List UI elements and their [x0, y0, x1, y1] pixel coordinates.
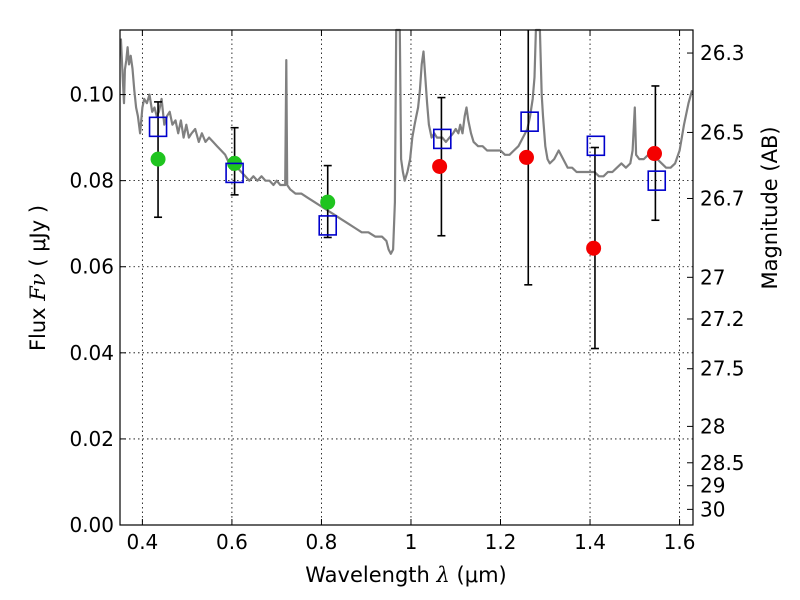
y2-tick-label: 28.5 [700, 451, 745, 475]
y-axis-label: Flux Fν ( μJy ) [26, 205, 50, 351]
data-point-square [520, 111, 539, 132]
data-point-square [647, 170, 667, 191]
y2-tick-label: 26.3 [700, 41, 745, 65]
y-tick-label: 0.04 [69, 341, 114, 365]
data-point-circle [432, 158, 448, 174]
data-point-circle [518, 149, 534, 165]
y-tick-label: 0.00 [69, 513, 114, 537]
x-tick-label: 0.6 [216, 530, 248, 554]
data-point-square [318, 215, 338, 236]
x-tick-label: 1.6 [664, 530, 696, 554]
data-point-square [586, 135, 606, 157]
x-axis-label-prefix: Wavelength [305, 563, 430, 587]
y-axis-label-symbol: Fν [26, 273, 50, 302]
x-tick-label: 1.4 [574, 530, 606, 554]
y-tick-label: 0.02 [69, 427, 114, 451]
model-spectrum-line [119, 28, 694, 255]
y-axis-label-prefix: Flux [26, 307, 50, 351]
y-tick-label: 0.08 [69, 169, 114, 193]
axis-ticks [120, 30, 693, 526]
x-axis-label: Wavelength λ (μm) [305, 563, 506, 587]
x-axis-label-unit: (μm) [457, 563, 507, 587]
x-tick-label: 0.8 [306, 530, 338, 554]
model-spectrum [119, 28, 694, 255]
y2-tick-label: 29 [700, 474, 725, 498]
y2-tick-label: 26.5 [700, 120, 745, 144]
data-point-square [433, 128, 452, 150]
y2-tick-label: 27.2 [700, 307, 745, 331]
x-axis-label-symbol: λ [436, 563, 450, 587]
y-tick-label: 0.10 [69, 83, 114, 107]
y2-tick-label: 30 [700, 497, 725, 521]
y2-tick-label: 27.5 [700, 357, 745, 381]
data-point-square [148, 116, 168, 138]
y2-tick-label: 26.7 [700, 186, 745, 210]
data-point-circle [647, 146, 663, 162]
y-tick-label: 0.06 [69, 255, 114, 279]
x-tick-label: 1 [405, 530, 418, 554]
data-point-circle [320, 194, 336, 210]
data-point-circle [150, 151, 166, 167]
tick-labels: 0.4 0.6 0.8 1 1.2 1.4 1.6 0.00 0.02 0.04 0.06 0.08 0… [69, 41, 744, 554]
y2-tick-label: 28 [700, 414, 725, 438]
data-point-circle [586, 240, 602, 256]
y-axis-label-unit: ( μJy ) [26, 205, 50, 267]
y2-axis-label: Magnitude (AB) [758, 126, 782, 289]
data-point-square [225, 162, 244, 184]
x-tick-label: 1.2 [485, 530, 517, 554]
photometry-markers [148, 111, 667, 256]
x-tick-label: 0.4 [126, 530, 158, 554]
y2-tick-label: 27 [700, 265, 725, 289]
